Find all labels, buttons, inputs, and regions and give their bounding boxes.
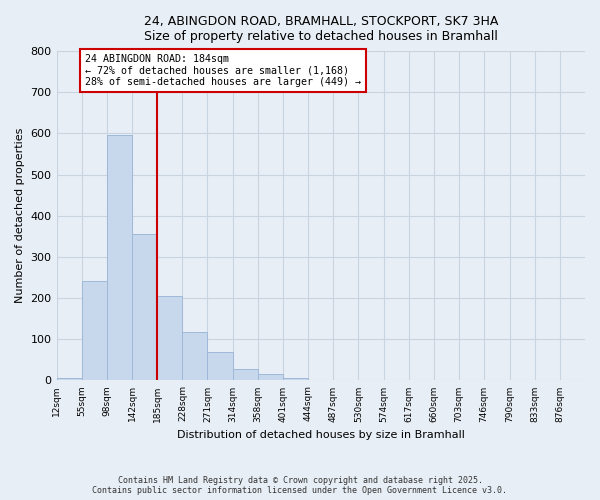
Bar xyxy=(182,332,208,380)
X-axis label: Distribution of detached houses by size in Bramhall: Distribution of detached houses by size … xyxy=(177,430,465,440)
Bar xyxy=(258,374,283,380)
Title: 24, ABINGDON ROAD, BRAMHALL, STOCKPORT, SK7 3HA
Size of property relative to det: 24, ABINGDON ROAD, BRAMHALL, STOCKPORT, … xyxy=(143,15,498,43)
Bar xyxy=(82,281,107,380)
Text: 24 ABINGDON ROAD: 184sqm
← 72% of detached houses are smaller (1,168)
28% of sem: 24 ABINGDON ROAD: 184sqm ← 72% of detach… xyxy=(85,54,361,87)
Bar xyxy=(132,234,157,380)
Bar xyxy=(107,134,132,380)
Bar xyxy=(208,352,233,380)
Bar xyxy=(157,296,182,380)
Bar xyxy=(56,378,82,380)
Y-axis label: Number of detached properties: Number of detached properties xyxy=(15,128,25,304)
Text: Contains HM Land Registry data © Crown copyright and database right 2025.
Contai: Contains HM Land Registry data © Crown c… xyxy=(92,476,508,495)
Bar xyxy=(283,378,308,380)
Bar xyxy=(233,369,257,380)
